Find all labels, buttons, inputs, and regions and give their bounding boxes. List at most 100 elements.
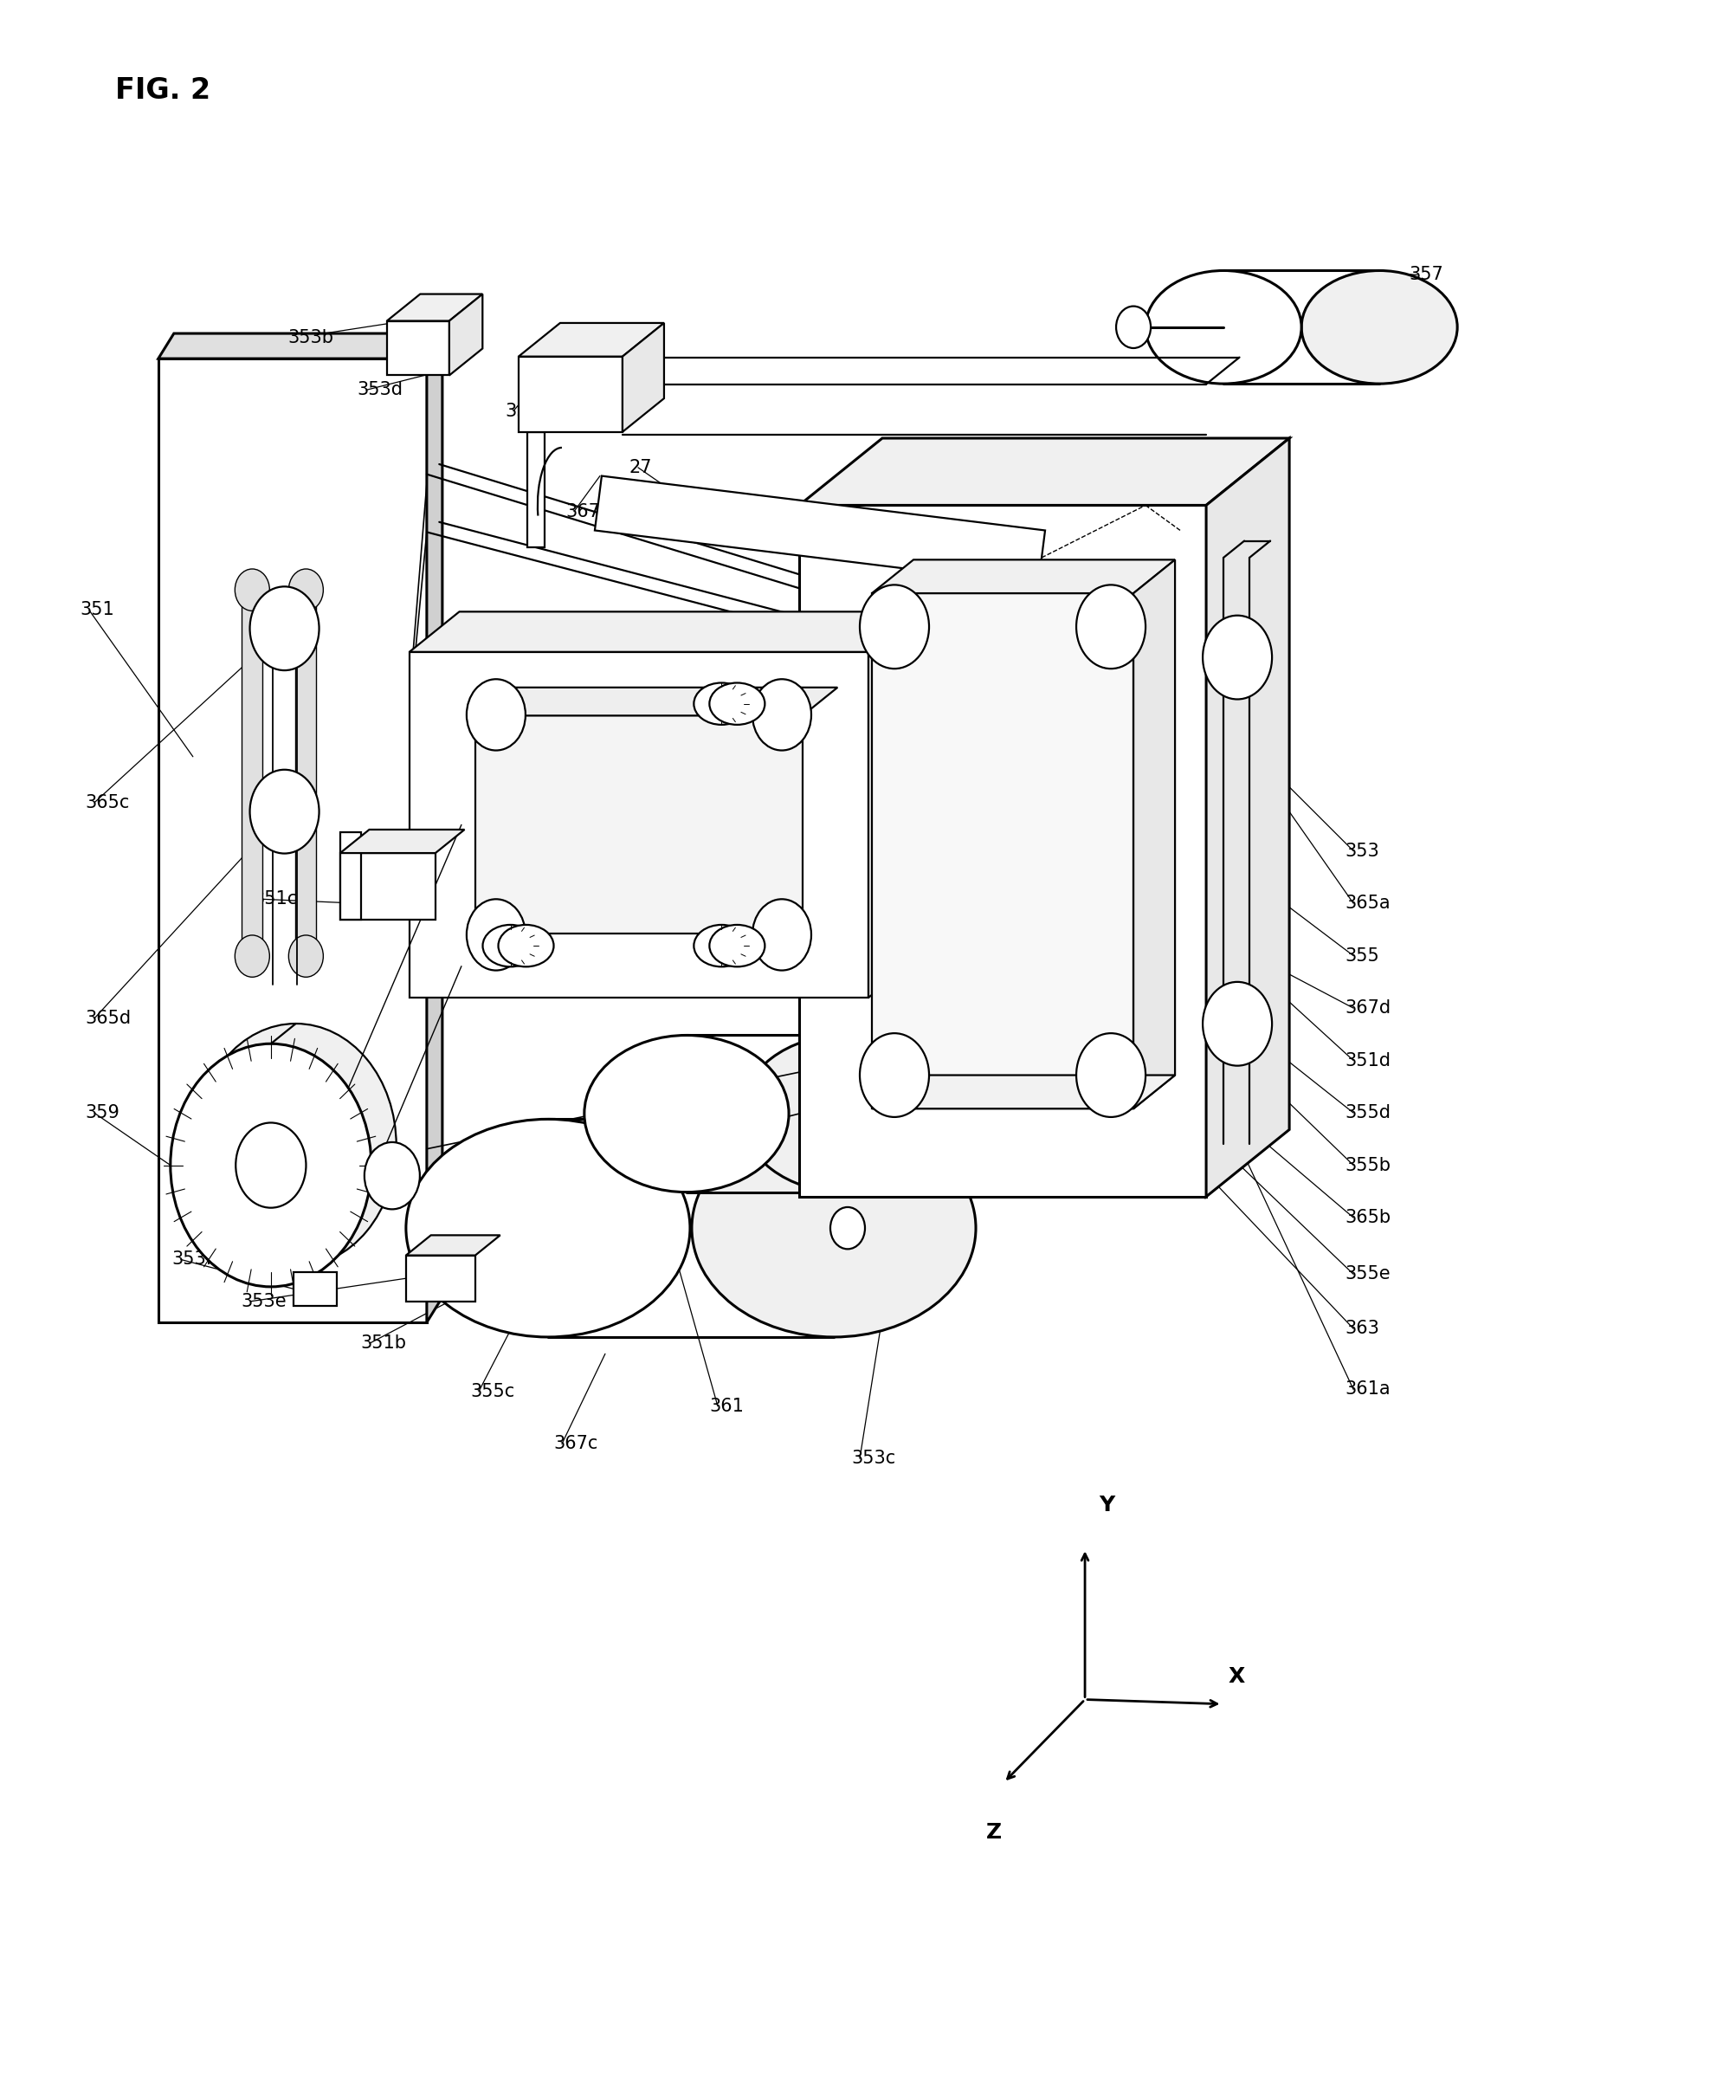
Text: 353c: 353c (851, 1449, 896, 1468)
Ellipse shape (691, 1119, 976, 1338)
Circle shape (859, 1033, 929, 1117)
Bar (295, 590, 316, 956)
Bar (406, 1256, 476, 1302)
Text: 353a: 353a (1240, 695, 1286, 714)
Circle shape (234, 569, 269, 611)
Text: 365b: 365b (1344, 1210, 1391, 1226)
Text: 355e: 355e (1344, 1266, 1389, 1283)
Circle shape (365, 1142, 420, 1210)
Text: 355b: 355b (1344, 1157, 1391, 1174)
Polygon shape (387, 294, 483, 321)
Bar (340, 853, 436, 920)
Text: 353e: 353e (241, 1294, 286, 1310)
Polygon shape (871, 561, 1175, 592)
Text: 365a: 365a (1344, 895, 1389, 911)
Text: 367b: 367b (812, 531, 859, 550)
Polygon shape (1134, 561, 1175, 1109)
Circle shape (752, 678, 811, 750)
Bar (340, 832, 361, 920)
Text: 367d: 367d (1344, 1000, 1391, 1016)
Polygon shape (406, 1235, 500, 1256)
Circle shape (194, 1023, 396, 1266)
Ellipse shape (741, 1035, 946, 1193)
Text: 351: 351 (80, 601, 115, 620)
Bar (871, 592, 1134, 1109)
Polygon shape (519, 323, 663, 357)
Polygon shape (158, 334, 443, 359)
Ellipse shape (583, 1035, 788, 1193)
Circle shape (467, 678, 526, 750)
Bar (476, 716, 802, 934)
Ellipse shape (708, 682, 764, 724)
Polygon shape (410, 611, 918, 651)
Ellipse shape (708, 924, 764, 966)
Text: 351a: 351a (505, 403, 550, 420)
Ellipse shape (498, 924, 554, 966)
Text: 351c: 351c (253, 890, 299, 907)
Bar (158, 359, 427, 1323)
Text: X: X (1227, 1667, 1245, 1686)
Text: 359: 359 (85, 1105, 120, 1121)
Circle shape (752, 899, 811, 970)
Text: 365c: 365c (85, 794, 130, 811)
Ellipse shape (1300, 271, 1457, 384)
Ellipse shape (693, 924, 748, 966)
Polygon shape (476, 687, 837, 716)
Bar (241, 590, 262, 956)
Circle shape (236, 1124, 306, 1207)
Text: 351b: 351b (361, 1336, 406, 1352)
Circle shape (170, 1044, 372, 1287)
Ellipse shape (483, 924, 538, 966)
Text: 367a: 367a (564, 502, 611, 521)
Circle shape (250, 586, 319, 670)
Polygon shape (427, 334, 443, 1323)
Text: 355c: 355c (470, 1384, 514, 1401)
Ellipse shape (693, 682, 748, 724)
Bar (519, 357, 621, 433)
Text: 353b: 353b (288, 330, 333, 347)
Text: 357a: 357a (1213, 323, 1260, 340)
Text: Y: Y (1099, 1495, 1115, 1514)
Text: 27: 27 (628, 460, 653, 477)
Text: 357: 357 (1408, 267, 1443, 284)
Circle shape (1116, 307, 1151, 349)
Circle shape (234, 934, 269, 976)
Polygon shape (1205, 439, 1288, 1197)
Bar (387, 321, 450, 376)
Ellipse shape (406, 1119, 689, 1338)
Text: 353: 353 (1344, 842, 1378, 859)
Circle shape (830, 1208, 865, 1250)
Circle shape (288, 569, 323, 611)
Polygon shape (871, 1075, 1175, 1109)
Circle shape (1076, 586, 1146, 668)
Text: 361a: 361a (1344, 1382, 1389, 1399)
Bar (293, 1273, 337, 1306)
Text: FIG. 2: FIG. 2 (115, 76, 210, 105)
Text: 353f: 353f (172, 1252, 214, 1268)
Circle shape (467, 899, 526, 970)
Circle shape (288, 934, 323, 976)
Circle shape (1201, 615, 1271, 699)
Text: 367c: 367c (554, 1434, 597, 1453)
Polygon shape (450, 294, 483, 376)
Ellipse shape (1146, 271, 1300, 384)
Polygon shape (340, 830, 464, 853)
Text: Z: Z (986, 1823, 1002, 1844)
Circle shape (250, 771, 319, 853)
Polygon shape (621, 323, 663, 433)
Polygon shape (868, 611, 918, 998)
Text: 363: 363 (1344, 1321, 1378, 1338)
Polygon shape (799, 439, 1288, 506)
Circle shape (1201, 983, 1271, 1065)
Text: 355a: 355a (1240, 643, 1286, 662)
Bar (528, 433, 545, 548)
Text: 361: 361 (708, 1396, 743, 1415)
Polygon shape (594, 477, 1045, 586)
Circle shape (859, 586, 929, 668)
Circle shape (1076, 1033, 1146, 1117)
Bar (410, 651, 868, 998)
Bar (799, 506, 1205, 1197)
Text: 355d: 355d (1344, 1105, 1391, 1121)
Text: 365d: 365d (85, 1010, 132, 1027)
Text: 355: 355 (1344, 947, 1378, 964)
